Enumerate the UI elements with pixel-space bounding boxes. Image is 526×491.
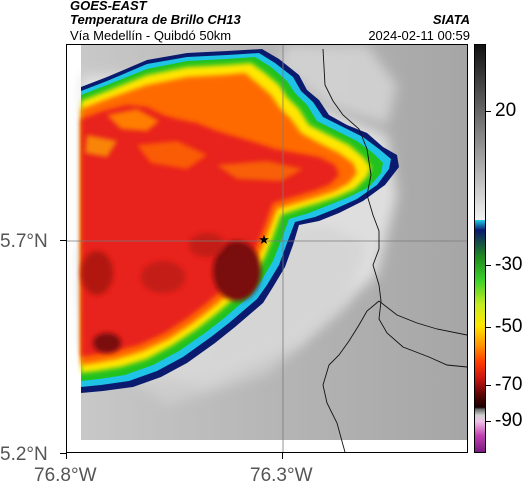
lat-tick-5-2 [60, 453, 66, 454]
colorbar-label-minus50: -50 [495, 316, 523, 337]
colorbar-tick-minus30 [486, 265, 491, 266]
border-line-north [322, 48, 467, 368]
colorbar-tick-minus70 [486, 385, 491, 386]
colorbar-tick-20 [486, 111, 491, 112]
colorbar-tick-minus50 [486, 327, 491, 328]
timestamp-label: 2024-02-11 00:59 [368, 28, 470, 43]
border-line-east [378, 300, 467, 336]
cold-core-southwest [93, 333, 121, 353]
cold-core-east [213, 241, 261, 301]
colorbar-label-minus70: -70 [495, 374, 523, 395]
border-line-south [322, 300, 380, 452]
lon-tick-76-8 [66, 453, 67, 459]
organization-label: SIATA [432, 12, 470, 27]
lon-tick-76-3 [282, 453, 283, 459]
lat-label-5-2: 5.2°N [0, 444, 48, 465]
map-canvas: ★ [67, 45, 467, 452]
colorbar-label-minus90: -90 [495, 410, 523, 431]
colorbar [474, 44, 486, 453]
lon-label-76-8: 76.8°W [34, 465, 97, 486]
lat-label-5-7: 5.7°N [0, 231, 48, 252]
storm-cloud [81, 49, 399, 393]
colorbar-label-minus30: -30 [495, 254, 523, 275]
colorbar-tick-minus90 [486, 421, 491, 422]
lon-label-76-3: 76.3°W [250, 465, 313, 486]
product-title: Temperatura de Brillo CH13 [70, 12, 241, 27]
brightness-temperature-map: ★ [66, 44, 468, 453]
satellite-title: GOES-EAST [70, 0, 147, 13]
station-star-icon: ★ [258, 232, 270, 247]
lat-tick-5-7 [60, 240, 66, 241]
colorbar-label-20: 20 [495, 100, 517, 121]
region-subtitle: Vía Medellín - Quibdó 50km [70, 28, 232, 43]
